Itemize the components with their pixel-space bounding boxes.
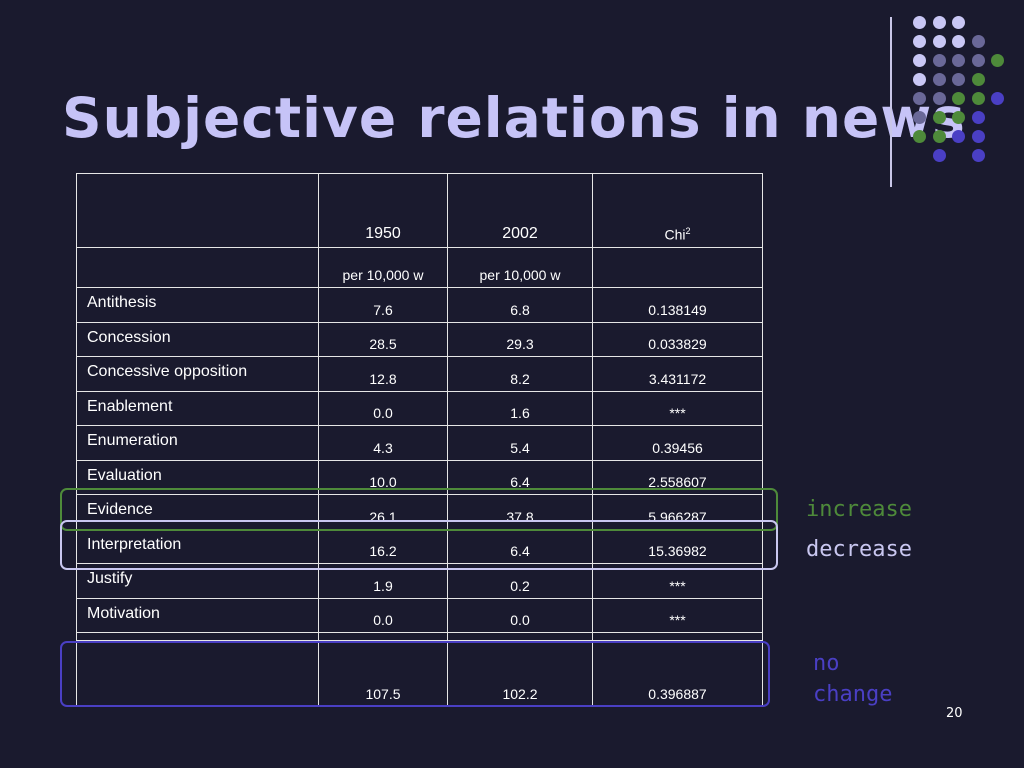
decorative-dot xyxy=(913,92,926,105)
row-label: Evidence xyxy=(76,494,319,530)
no-change-highlight-box xyxy=(60,641,770,707)
header-cell-empty xyxy=(76,173,319,248)
decorative-dot xyxy=(932,73,946,86)
row-value-chi: 15.36982 xyxy=(592,528,763,564)
total-2002: 102.2 xyxy=(447,640,593,707)
table-row: Enumeration 4.3 5.4 0.39456 xyxy=(76,425,763,461)
row-label: Antithesis xyxy=(76,287,319,323)
unit-cell-empty xyxy=(76,247,319,288)
row-label xyxy=(76,632,319,641)
row-value-chi: *** xyxy=(592,390,763,426)
decorative-dot xyxy=(913,111,926,124)
decorative-dot xyxy=(932,111,946,124)
decorative-dot xyxy=(991,92,1004,105)
legend-increase: increase xyxy=(806,497,912,522)
row-value-chi: 0.033829 xyxy=(592,321,763,357)
row-value-1950: 0.0 xyxy=(318,390,448,426)
header-chi-text: Chi xyxy=(664,227,686,243)
decorative-dot xyxy=(952,16,965,29)
decorative-dot xyxy=(932,35,946,48)
table-row: Evidence 26.1 37.8 5.966287 xyxy=(76,494,763,530)
unit-cell-chi xyxy=(592,247,763,288)
row-value-chi: 3.431172 xyxy=(592,356,763,392)
row-value-2002: 1.6 xyxy=(447,390,593,426)
decorative-dot xyxy=(913,73,926,86)
row-label: Enablement xyxy=(76,390,319,426)
header-chi-superscript: 2 xyxy=(685,226,691,237)
header-chi: Chi2 xyxy=(592,173,763,248)
decorative-dot xyxy=(932,54,946,67)
row-value-1950: 4.3 xyxy=(318,425,448,461)
table-row: Motivation 0.0 0.0 *** xyxy=(76,597,763,633)
decorative-dot xyxy=(932,130,946,143)
decorative-dot xyxy=(971,111,985,124)
decorative-dot xyxy=(932,92,946,105)
row-label: Concessive opposition xyxy=(76,356,319,392)
decorative-dot xyxy=(991,54,1004,67)
row-label: Concession xyxy=(76,321,319,357)
unit-1950: per 10,000 w xyxy=(318,247,448,288)
table-row xyxy=(76,632,763,641)
decorative-dot xyxy=(952,73,965,86)
decorative-dot xyxy=(952,54,965,67)
decorative-dot xyxy=(952,92,965,105)
table-header-row: 1950 2002 Chi2 xyxy=(76,173,763,248)
decorative-dot xyxy=(952,35,965,48)
decorative-dot xyxy=(913,130,926,143)
row-value-chi: 5.966287 xyxy=(592,494,763,530)
row-value-chi: *** xyxy=(592,597,763,633)
row-value-1950: 0.0 xyxy=(318,597,448,633)
row-value-2002: 5.4 xyxy=(447,425,593,461)
unit-2002: per 10,000 w xyxy=(447,247,593,288)
divider-line xyxy=(890,17,892,187)
row-value-2002: 29.3 xyxy=(447,321,593,357)
row-value-2002: 8.2 xyxy=(447,356,593,392)
decorative-dot xyxy=(913,16,926,29)
decorative-dot xyxy=(971,130,985,143)
decorative-dot xyxy=(971,149,985,162)
page-number: 20 xyxy=(946,706,963,721)
row-value-2002 xyxy=(447,632,593,641)
increase-highlight-box xyxy=(60,488,778,531)
decorative-dot xyxy=(971,92,985,105)
table-row: Enablement 0.0 1.6 *** xyxy=(76,390,763,426)
row-value-1950: 28.5 xyxy=(318,321,448,357)
row-value-2002: 6.8 xyxy=(447,287,593,323)
data-table: 1950 2002 Chi2 per 10,000 w per 10,000 w… xyxy=(76,173,763,707)
decorative-dot xyxy=(932,149,946,162)
table-row: Interpretation 16.2 6.4 15.36982 xyxy=(76,528,763,564)
decorative-dot xyxy=(971,73,985,86)
header-1950: 1950 xyxy=(318,173,448,248)
row-value-2002: 0.0 xyxy=(447,597,593,633)
total-chi: 0.396887 xyxy=(592,640,763,707)
table-row: Antithesis 7.6 6.8 0.138149 xyxy=(76,287,763,323)
decorative-dot xyxy=(971,54,985,67)
legend-decrease: decrease xyxy=(806,537,912,562)
row-value-chi: 0.39456 xyxy=(592,425,763,461)
row-label: Enumeration xyxy=(76,425,319,461)
row-value-1950: 7.6 xyxy=(318,287,448,323)
legend-no-change-line2: change xyxy=(813,682,893,707)
decorative-dot xyxy=(913,54,926,67)
decrease-highlight-box xyxy=(60,520,778,570)
table-row: Concession 28.5 29.3 0.033829 xyxy=(76,321,763,357)
decorative-dot xyxy=(971,35,985,48)
decorative-dot xyxy=(932,16,946,29)
slide-title: Subjective relations in news xyxy=(62,86,966,150)
decorative-dot xyxy=(913,35,926,48)
row-value-chi xyxy=(592,632,763,641)
header-2002: 2002 xyxy=(447,173,593,248)
decorative-dot xyxy=(952,111,965,124)
row-value-1950: 12.8 xyxy=(318,356,448,392)
row-value-chi: 0.138149 xyxy=(592,287,763,323)
legend-no-change-line1: no xyxy=(813,651,840,676)
row-label: Motivation xyxy=(76,597,319,633)
table-row: Concessive opposition 12.8 8.2 3.431172 xyxy=(76,356,763,392)
decorative-dot xyxy=(952,130,965,143)
table-units-row: per 10,000 w per 10,000 w xyxy=(76,247,763,288)
row-value-1950 xyxy=(318,632,448,641)
